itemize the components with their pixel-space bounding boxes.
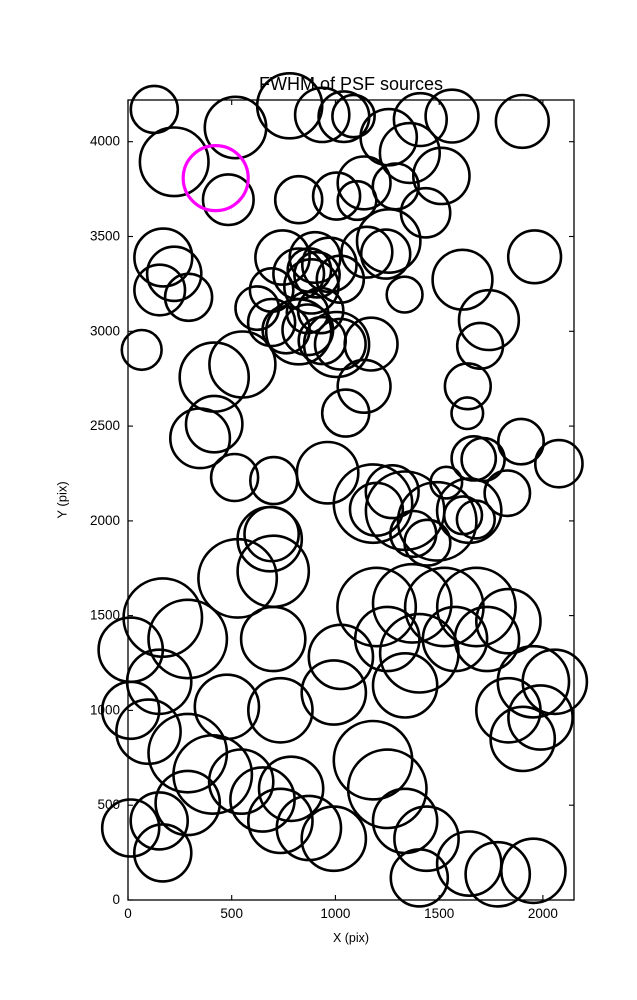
svg-text:2500: 2500 xyxy=(90,418,120,433)
svg-text:1000: 1000 xyxy=(90,702,120,717)
svg-text:500: 500 xyxy=(97,797,120,812)
svg-text:4000: 4000 xyxy=(90,134,120,149)
svg-text:1000: 1000 xyxy=(320,906,350,921)
svg-text:2000: 2000 xyxy=(528,906,558,921)
svg-text:2000: 2000 xyxy=(90,513,120,528)
svg-text:500: 500 xyxy=(220,906,243,921)
svg-text:3500: 3500 xyxy=(90,229,120,244)
svg-text:1500: 1500 xyxy=(90,608,120,623)
svg-text:1500: 1500 xyxy=(424,906,454,921)
svg-text:0: 0 xyxy=(112,892,120,907)
svg-text:3000: 3000 xyxy=(90,323,120,338)
svg-text:0: 0 xyxy=(124,906,132,921)
